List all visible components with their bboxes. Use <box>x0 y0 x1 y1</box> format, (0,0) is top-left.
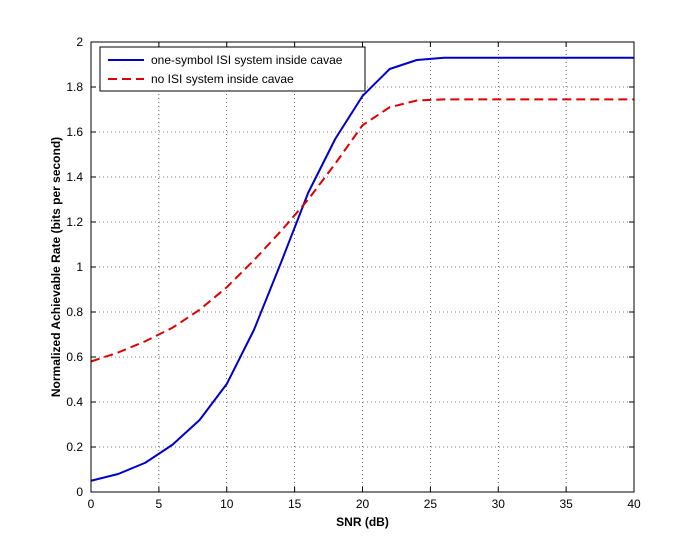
x-tick-label: 10 <box>220 497 234 511</box>
y-tick-label: 0.2 <box>66 440 83 454</box>
y-tick-label: 0 <box>76 485 83 499</box>
series-line-1 <box>90 56 634 482</box>
series-layer <box>90 56 634 482</box>
legend-label-1: one-symbol ISI system inside cavae <box>151 53 343 67</box>
x-tick-label: 5 <box>156 497 163 511</box>
x-axis-label: SNR (dB) <box>336 515 389 529</box>
y-axis-label: Normalized Achievable Rate (bits per sec… <box>49 137 63 397</box>
x-tick-label: 15 <box>288 497 302 511</box>
ticks: 0 5 10 15 20 25 30 35 40 0 0.2 0.4 0.6 0.8 1 1.2 1.4 1.6 1… <box>66 35 641 511</box>
x-tick-label: 20 <box>356 497 370 511</box>
y-tick-label: 2 <box>76 35 83 49</box>
legend-box <box>99 46 366 92</box>
legend: one-symbol ISI system inside cavae no ISI… <box>99 46 366 92</box>
y-tick-label: 1.6 <box>66 125 83 139</box>
grid <box>91 42 634 492</box>
y-tick-label: 1.8 <box>66 80 83 94</box>
y-tick-label: 1.4 <box>66 170 83 184</box>
y-tick-label: 0.4 <box>66 395 83 409</box>
y-tick-label: 0.8 <box>66 305 83 319</box>
x-tick-label: 30 <box>492 497 506 511</box>
y-tick-label: 1 <box>76 260 83 274</box>
x-tick-label: 35 <box>559 497 573 511</box>
x-tick-label: 0 <box>88 497 95 511</box>
y-tick-label: 0.6 <box>66 350 83 364</box>
legend-label-2: no ISI system inside cavae <box>151 72 294 86</box>
x-tick-label: 40 <box>627 497 641 511</box>
series-line-2 <box>90 98 634 363</box>
y-tick-label: 1.2 <box>66 215 83 229</box>
x-tick-label: 25 <box>424 497 438 511</box>
